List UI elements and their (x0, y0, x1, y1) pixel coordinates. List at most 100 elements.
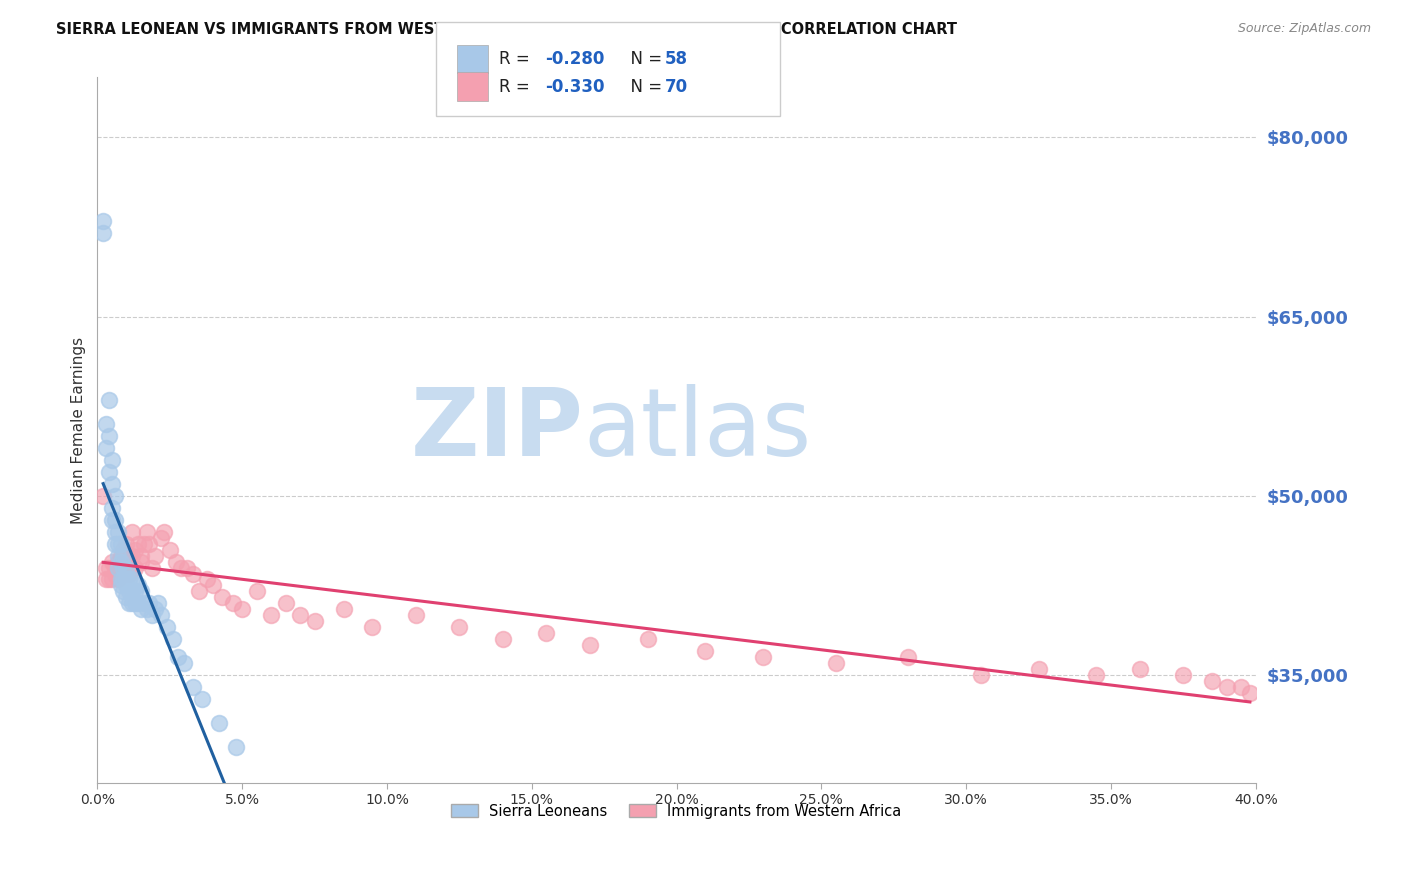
Point (146, 596, 169, 610)
Point (101, 573, 124, 587)
Point (132, 596, 155, 610)
Point (121, 524, 143, 539)
Point (181, 566, 204, 581)
Point (127, 536, 149, 550)
Point (231, 602, 253, 616)
Point (110, 578, 132, 592)
Point (141, 608, 163, 623)
Point (118, 584, 141, 599)
Point (143, 549, 166, 563)
Point (170, 560, 193, 574)
Point (197, 573, 219, 587)
Point (127, 578, 149, 592)
Point (107, 573, 129, 587)
Point (107, 536, 129, 550)
Text: 58: 58 (665, 50, 688, 68)
Point (208, 715, 231, 730)
Point (91, 214, 114, 228)
Text: 70: 70 (665, 78, 688, 95)
Point (94, 573, 117, 587)
Point (104, 560, 127, 574)
Text: -0.280: -0.280 (546, 50, 605, 68)
Point (150, 531, 173, 545)
Point (578, 638, 600, 652)
Point (124, 560, 146, 574)
Point (1028, 662, 1050, 676)
Point (132, 536, 155, 550)
Point (274, 596, 297, 610)
Point (97, 573, 120, 587)
Point (260, 608, 283, 623)
Point (115, 555, 138, 569)
Point (110, 549, 132, 563)
Text: SIERRA LEONEAN VS IMMIGRANTS FROM WESTERN AFRICA MEDIAN FEMALE EARNINGS CORRELAT: SIERRA LEONEAN VS IMMIGRANTS FROM WESTER… (56, 22, 957, 37)
Point (94, 441, 117, 455)
Point (107, 524, 129, 539)
Point (124, 584, 146, 599)
Point (101, 500, 124, 515)
Text: Source: ZipAtlas.com: Source: ZipAtlas.com (1237, 22, 1371, 36)
Point (752, 650, 775, 665)
Point (91, 489, 114, 503)
Point (897, 650, 920, 665)
Text: atlas: atlas (583, 384, 813, 476)
Point (361, 620, 384, 634)
Point (162, 632, 184, 647)
Point (94, 560, 117, 574)
Point (97, 465, 120, 479)
Point (143, 602, 166, 616)
Point (104, 513, 127, 527)
Text: R =: R = (499, 50, 536, 68)
Point (110, 536, 132, 550)
Point (159, 542, 181, 557)
Point (165, 555, 187, 569)
Point (156, 620, 179, 634)
Point (104, 524, 127, 539)
Point (104, 489, 127, 503)
Point (534, 626, 557, 640)
Point (225, 739, 247, 754)
Point (129, 549, 152, 563)
Point (127, 596, 149, 610)
Point (150, 608, 173, 623)
Point (101, 453, 124, 467)
Point (969, 668, 991, 682)
Point (304, 615, 326, 629)
Point (129, 555, 152, 569)
Point (118, 549, 141, 563)
Point (112, 573, 135, 587)
Point (121, 573, 143, 587)
Point (135, 524, 157, 539)
Point (202, 578, 225, 592)
Point (112, 560, 135, 574)
Point (104, 536, 127, 550)
Point (97, 429, 120, 443)
Point (124, 542, 146, 557)
Point (101, 476, 124, 491)
Point (138, 536, 160, 550)
Point (112, 542, 135, 557)
Point (176, 560, 198, 574)
Point (118, 596, 141, 610)
Point (138, 596, 160, 610)
Point (211, 591, 233, 605)
Point (115, 578, 138, 592)
Point (101, 513, 124, 527)
Point (181, 680, 204, 694)
Text: R =: R = (499, 78, 536, 95)
Text: ZIP: ZIP (411, 384, 583, 476)
Point (118, 566, 141, 581)
Point (97, 560, 120, 574)
Point (187, 584, 209, 599)
Point (115, 560, 138, 574)
Point (129, 602, 152, 616)
Point (107, 549, 129, 563)
Point (112, 549, 135, 563)
Point (112, 584, 135, 599)
Point (115, 536, 138, 550)
Point (824, 656, 846, 670)
Point (121, 584, 143, 599)
Point (1230, 680, 1253, 694)
Point (97, 393, 120, 408)
Point (115, 573, 138, 587)
